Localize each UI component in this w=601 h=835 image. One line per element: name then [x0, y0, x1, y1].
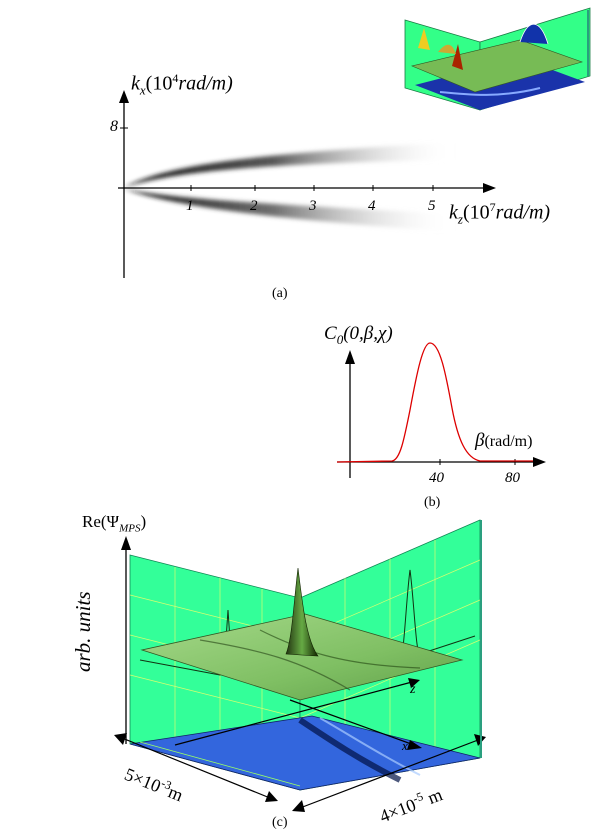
- c-y-axis-label: Re(ΨMPS): [82, 512, 147, 535]
- c-arb-units-label: arb. units: [71, 591, 95, 672]
- a-x-tick-5: 5: [428, 198, 436, 214]
- a-x-tick-2: 2: [250, 198, 258, 214]
- a-y-tick: 8: [110, 118, 118, 135]
- a-x-tick-4: 4: [368, 198, 376, 214]
- a-x-tick-1: 1: [186, 198, 194, 214]
- a-x-tick-3: 3: [309, 198, 317, 214]
- x-axis-arrow: [483, 183, 496, 193]
- c-x-label: x: [402, 738, 408, 753]
- panel-a-graphic: [118, 90, 496, 278]
- caption-a: (a): [272, 286, 288, 301]
- y-axis-arrow: [119, 90, 129, 103]
- caption-c: (c): [272, 815, 288, 830]
- c-x-axis: [289, 699, 415, 746]
- beam-lower: [124, 189, 455, 232]
- panel-b-graphic: [336, 342, 546, 478]
- panel-a-inset: [404, 7, 591, 111]
- c-z-label: z: [410, 682, 416, 697]
- c-z-axis: [174, 681, 413, 746]
- a-y-axis-label: kx(104rad/m): [131, 71, 233, 98]
- b-x-axis-label: β(rad/m): [475, 430, 533, 451]
- b-x-tick-40: 40: [429, 470, 444, 486]
- c-surface: [140, 613, 464, 701]
- c-central-spike: [285, 567, 319, 657]
- caption-b: (b): [424, 495, 441, 510]
- b-x-tick-80: 80: [505, 470, 520, 486]
- a-x-axis-label: kz(107rad/m): [449, 200, 551, 227]
- c-dim-left-arrow: [121, 737, 271, 799]
- b-curve: [336, 342, 533, 463]
- c-dim-right-arrow: [299, 739, 479, 809]
- beam-upper: [124, 142, 455, 187]
- b-y-axis-label: C0(0,β,χ): [324, 323, 393, 347]
